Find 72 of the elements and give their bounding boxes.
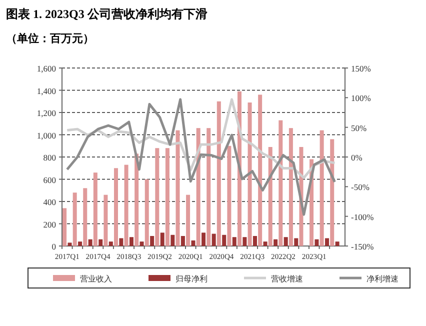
bar	[160, 232, 164, 246]
bar	[191, 240, 196, 246]
bar	[150, 236, 154, 246]
bar	[212, 234, 216, 246]
legend-label: 净利增速	[366, 274, 398, 284]
bar	[330, 139, 334, 246]
bar	[216, 101, 221, 246]
bar	[320, 130, 324, 246]
bar	[206, 128, 211, 246]
bar	[119, 238, 124, 246]
y-tick-label: 400	[43, 197, 56, 207]
y2-tick-label: 50%	[351, 122, 367, 133]
bar	[242, 237, 247, 246]
bar	[170, 234, 175, 246]
bar	[314, 239, 319, 246]
bar	[93, 172, 98, 246]
bar	[263, 242, 268, 246]
bar	[104, 194, 108, 246]
bar	[124, 164, 128, 246]
bar	[88, 239, 92, 246]
y-tick-label: 0	[52, 242, 56, 252]
bar	[248, 102, 252, 246]
bar	[284, 237, 288, 246]
bar	[325, 238, 330, 246]
bar	[222, 234, 226, 246]
bar	[227, 146, 232, 246]
bar	[72, 192, 77, 246]
bar	[62, 208, 67, 246]
bar	[278, 120, 283, 246]
bar	[335, 242, 340, 246]
bar	[144, 179, 149, 246]
legend-label: 营业收入	[80, 274, 112, 284]
bar	[129, 237, 134, 246]
bar	[232, 237, 236, 246]
bar	[294, 238, 298, 246]
bar	[68, 242, 72, 246]
bar	[176, 130, 180, 246]
bar	[288, 128, 293, 246]
y2-tick-label: 100%	[351, 93, 371, 104]
y2-tick-label: -150%	[351, 242, 374, 252]
y2-tick-label: -50%	[351, 182, 370, 192]
y2-tick-label: 0%	[351, 152, 362, 162]
y2-tick-label: 150%	[351, 64, 371, 74]
bar	[134, 154, 139, 246]
y-tick-label: 1,200	[36, 108, 56, 118]
bar	[114, 168, 118, 246]
bar	[268, 146, 272, 246]
bar	[258, 94, 262, 246]
bar	[274, 239, 278, 246]
bar	[98, 239, 103, 246]
chart-subtitle: （单位：百万元）	[6, 32, 94, 45]
y-tick-label: 800	[43, 152, 56, 162]
bar	[165, 148, 170, 246]
bar	[202, 232, 206, 246]
bar	[83, 188, 88, 246]
legend-label: 营收增速	[271, 274, 303, 284]
y2-tick-label: -100%	[351, 212, 374, 222]
y-tick-label: 1,000	[36, 130, 56, 140]
bar	[140, 242, 144, 246]
bar	[252, 236, 257, 246]
bar	[180, 236, 185, 246]
y-tick-label: 600	[43, 174, 56, 185]
bar	[78, 242, 82, 246]
bar	[155, 148, 160, 246]
y-tick-label: 200	[43, 219, 56, 230]
legend-label: 归母净利	[176, 274, 208, 284]
bar	[186, 194, 190, 246]
y-tick-label: 1,400	[36, 86, 56, 96]
line-series	[66, 98, 336, 216]
chart-title: 图表 1. 2023Q3 公司营收净利均有下滑	[6, 7, 208, 21]
bar	[108, 242, 113, 246]
y-tick-label: 1,600	[36, 64, 56, 74]
